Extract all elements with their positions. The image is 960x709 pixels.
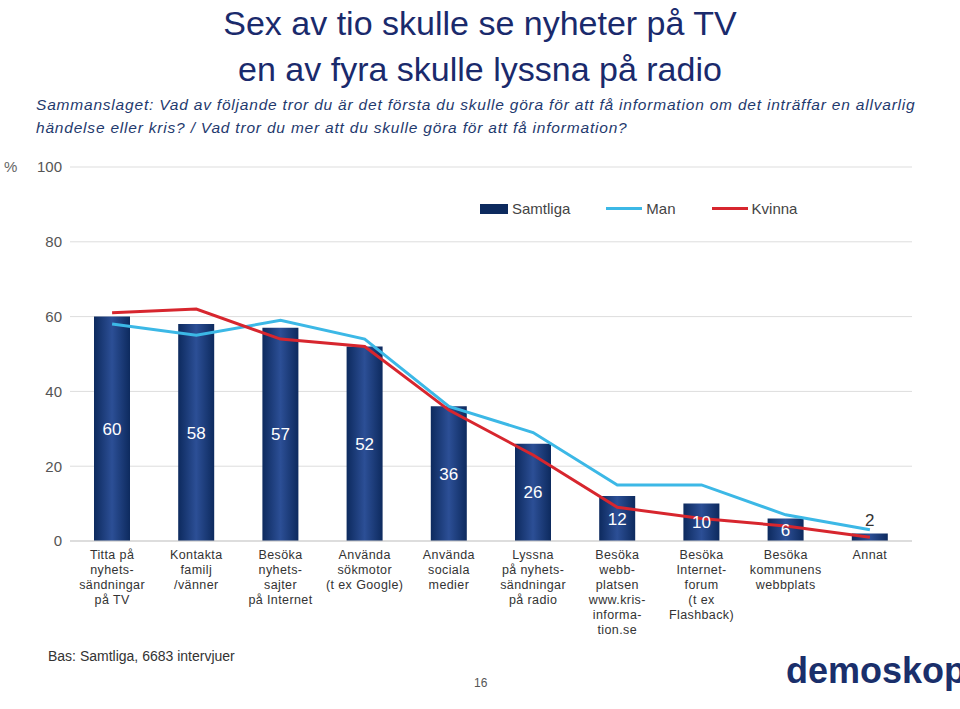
svg-text:100: 100 — [37, 158, 62, 175]
svg-text:Kontaktafamilj/vänner: Kontaktafamilj/vänner — [170, 548, 223, 592]
html-text:Samtliga: Samtliga — [512, 200, 571, 217]
svg-text:Besökawebb-platsenwww.kris-inf: Besökawebb-platsenwww.kris-informa-tion.… — [588, 548, 646, 637]
svg-text:10: 10 — [692, 513, 711, 532]
svg-text:Användasökmotor(t ex Google): Användasökmotor(t ex Google) — [326, 548, 403, 592]
svg-text:80: 80 — [45, 233, 62, 250]
html-text:Bas: Samtliga, 6683 intervjuer: Bas: Samtliga, 6683 intervjuer — [48, 648, 235, 664]
svg-text:Användasocialamedier: Användasocialamedier — [423, 548, 475, 592]
html-text:Kvinna: Kvinna — [751, 200, 798, 217]
svg-text:52: 52 — [355, 435, 374, 454]
svg-text:Besökakommunenswebbplats: Besökakommunenswebbplats — [750, 548, 822, 592]
svg-text:Titta pånyhets-sändningarpå TV: Titta pånyhets-sändningarpå TV — [79, 548, 145, 607]
html-text:16: 16 — [474, 676, 488, 690]
svg-text:BesökaInternet-forum(t exFlash: BesökaInternet-forum(t exFlashback) — [669, 548, 734, 622]
html-text:en av fyra skulle lyssna på ra: en av fyra skulle lyssna på radio — [238, 50, 722, 88]
svg-text:Lyssnapå nyhets-sändningarpå r: Lyssnapå nyhets-sändningarpå radio — [500, 548, 566, 607]
html-text:Sex av tio skulle se nyheter p: Sex av tio skulle se nyheter på TV — [223, 4, 737, 42]
svg-text:12: 12 — [608, 510, 627, 529]
svg-text:Besökanyhets-sajterpå Internet: Besökanyhets-sajterpå Internet — [248, 548, 312, 607]
svg-text:57: 57 — [271, 425, 290, 444]
svg-text:36: 36 — [439, 465, 458, 484]
html-text:Sammanslaget: Vad av följande: Sammanslaget: Vad av följande tror du är… — [36, 96, 916, 136]
svg-text:26: 26 — [524, 483, 543, 502]
svg-text:6: 6 — [781, 521, 790, 540]
svg-text:60: 60 — [45, 308, 62, 325]
svg-text:2: 2 — [865, 511, 874, 530]
svg-text:58: 58 — [187, 424, 206, 443]
svg-text:60: 60 — [103, 420, 122, 439]
svg-text:Annat: Annat — [853, 548, 888, 562]
svg-text:40: 40 — [45, 383, 62, 400]
svg-text:20: 20 — [45, 458, 62, 475]
html-text:Man: Man — [646, 200, 676, 217]
svg-text:0: 0 — [54, 532, 62, 549]
